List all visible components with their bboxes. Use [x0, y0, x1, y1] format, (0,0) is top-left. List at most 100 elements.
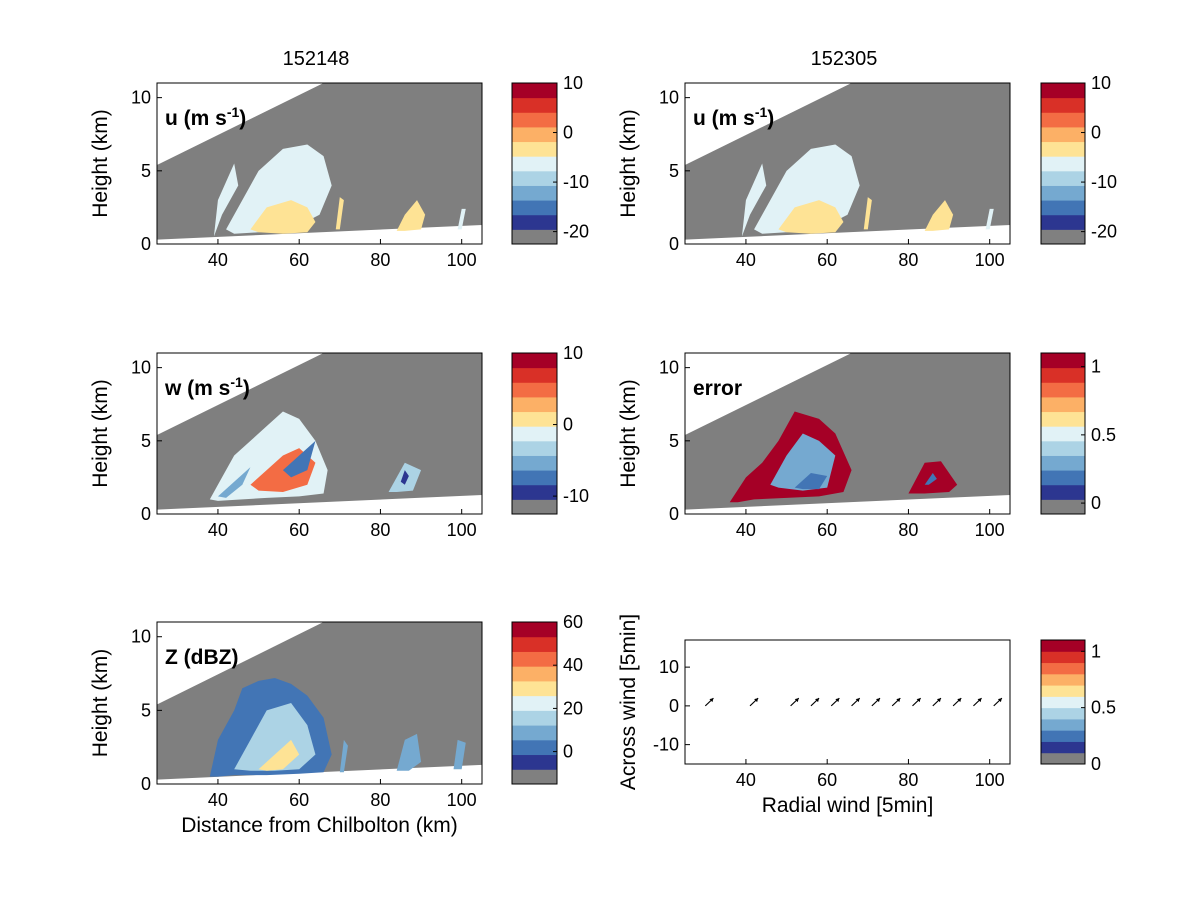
colorbar-swatch	[1041, 411, 1085, 427]
colorbar-swatch	[512, 112, 557, 128]
data-region	[985, 208, 994, 230]
colorbar-swatch	[1041, 382, 1085, 398]
colorbar-swatch	[1041, 440, 1085, 456]
colorbar-tick-label: 1	[1091, 357, 1101, 377]
data-region	[741, 163, 767, 237]
arrow-head	[855, 698, 860, 703]
arrow-head	[997, 698, 1002, 703]
y-tick-label: 0	[141, 234, 151, 254]
y-tick-label: 0	[669, 696, 679, 716]
axes-frame	[684, 352, 1011, 515]
colorbar-tick-label: -10	[1091, 172, 1117, 192]
data-region	[924, 200, 954, 231]
colorbar-swatch	[512, 754, 557, 770]
arrow-head	[754, 698, 759, 703]
arrow-head	[815, 698, 820, 703]
colorbar-swatch	[1041, 353, 1085, 369]
colorbar-tick-label: 10	[563, 343, 583, 363]
colorbar-swatch	[1041, 640, 1085, 652]
data-region	[457, 208, 466, 230]
colorbar-swatch	[512, 214, 557, 230]
colorbar-swatch	[512, 382, 557, 398]
arrow-head	[794, 698, 799, 703]
y-tick-label: 5	[141, 161, 151, 181]
colorbar-tick-label: 40	[563, 655, 583, 675]
x-tick-label: 60	[289, 790, 309, 810]
colorbar-swatch	[1041, 707, 1085, 720]
colorbar-swatch	[1041, 229, 1085, 245]
data-region	[213, 163, 239, 237]
colorbar-swatch	[1041, 396, 1085, 413]
colorbar-tick-label: 10	[563, 73, 583, 93]
arrow-head	[977, 698, 982, 703]
colorbar-tick-label: -10	[563, 486, 589, 506]
y-tick-label: 10	[659, 88, 679, 108]
x-tick-label: 40	[736, 770, 756, 790]
axes-frame	[684, 82, 1011, 245]
x-tick-label: 100	[447, 790, 477, 810]
colorbar-swatch	[1041, 367, 1085, 383]
colorbar-swatch	[512, 622, 557, 638]
colorbar-swatch	[512, 769, 557, 785]
colorbar-swatch	[1041, 499, 1085, 515]
y-tick-label: 0	[141, 774, 151, 794]
x-tick-label: 40	[736, 520, 756, 540]
colorbar-frame	[1040, 352, 1086, 515]
x-tick-label: 40	[208, 250, 228, 270]
x-tick-label: 80	[898, 520, 918, 540]
x-tick-label: 60	[817, 770, 837, 790]
y-tick-label: 0	[669, 234, 679, 254]
colorbar-swatch	[1041, 97, 1085, 113]
colorbar-swatch	[1041, 141, 1085, 157]
colorbar-swatch	[512, 695, 557, 711]
x-tick-label: 100	[975, 520, 1005, 540]
colorbar-swatch	[512, 739, 557, 756]
data-region	[335, 197, 344, 230]
colorbar-tick-label: 0	[563, 123, 573, 143]
colorbar-swatch	[1041, 455, 1085, 471]
arrow-head	[957, 698, 962, 703]
colorbar-tick-label: 0.5	[1091, 425, 1116, 445]
colorbar-swatch	[512, 200, 557, 216]
axes-frame	[156, 621, 483, 785]
colorbar-swatch	[512, 353, 557, 369]
colorbar-swatch	[1041, 651, 1085, 664]
colorbar-swatch	[512, 499, 557, 515]
colorbar-swatch	[512, 229, 557, 245]
y-axis-label: Height (km)	[89, 649, 112, 758]
panel-label: error	[693, 377, 742, 400]
colorbar-swatch	[1041, 741, 1085, 754]
colorbar-swatch	[1041, 484, 1085, 500]
colorbar-tick-label: 0	[1091, 123, 1101, 143]
colorbar-swatch	[512, 666, 557, 682]
colorbar-tick-label: 60	[563, 612, 583, 632]
colorbar-frame	[511, 82, 558, 245]
x-tick-label: 60	[289, 250, 309, 270]
colorbar-swatch	[1041, 470, 1085, 486]
colorbar-swatch	[1041, 112, 1085, 128]
y-axis-label: Height (km)	[617, 379, 640, 488]
colorbar-swatch	[1041, 185, 1085, 201]
panel-bottom-left: Z (dBZ) 40 60 80 100 0 5 10 Height (km) Distance …	[89, 612, 583, 837]
y-tick-label: 5	[141, 431, 151, 451]
colorbar-tick-label: 20	[563, 698, 583, 718]
left-column-title: 152148	[283, 48, 350, 70]
arrow-head	[936, 698, 941, 703]
arrow-head	[876, 698, 880, 703]
colorbar-swatch	[1041, 214, 1085, 230]
colorbar-swatch	[1041, 426, 1085, 442]
colorbar-tick-label: 0	[563, 742, 573, 762]
x-tick-label: 80	[370, 250, 390, 270]
colorbar-swatch	[512, 636, 557, 652]
x-tick-label: 60	[289, 520, 309, 540]
y-tick-label: 0	[669, 504, 679, 524]
colorbar-tick-label: 0	[563, 415, 573, 435]
axes-frame	[156, 352, 483, 515]
arrow-head	[896, 698, 901, 703]
data-region	[778, 200, 844, 234]
colorbar-swatch	[512, 185, 557, 201]
colorbar-swatch	[512, 141, 557, 157]
colorbar-swatch	[512, 170, 557, 186]
